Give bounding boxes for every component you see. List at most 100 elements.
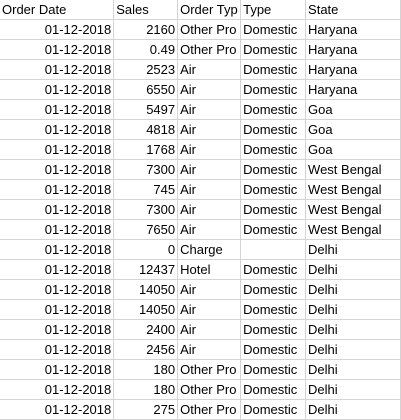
cell-order-date[interactable]: 01-12-2018 [0, 399, 115, 420]
cell-state[interactable]: Haryana [305, 39, 401, 60]
cell-sales[interactable]: 2400 [113, 319, 179, 340]
cell-type[interactable]: Domestic [240, 99, 307, 120]
cell-type[interactable]: Domestic [240, 359, 307, 380]
cell-order-type[interactable]: Other Pro [177, 39, 242, 60]
cell-type[interactable]: Domestic [240, 199, 307, 220]
cell-sales[interactable]: 180 [113, 359, 179, 380]
cell-order-date[interactable]: 01-12-2018 [0, 159, 115, 180]
cell-order-type[interactable]: Air [177, 199, 242, 220]
cell-type[interactable]: Domestic [240, 319, 307, 340]
cell-type[interactable]: Domestic [240, 179, 307, 200]
cell-state[interactable]: West Bengal [305, 159, 401, 180]
cell-sales[interactable]: 7300 [113, 159, 179, 180]
cell-order-type[interactable]: Air [177, 219, 242, 240]
cell-order-type[interactable]: Air [177, 179, 242, 200]
cell-type[interactable] [240, 239, 307, 260]
cell-state[interactable]: Delhi [305, 319, 401, 340]
cell-order-date[interactable]: 01-12-2018 [0, 99, 115, 120]
cell-sales[interactable]: 4818 [113, 119, 179, 140]
cell-state[interactable]: Haryana [305, 19, 401, 40]
cell-sales[interactable]: 2456 [113, 339, 179, 360]
cell-sales[interactable]: 5497 [113, 99, 179, 120]
cell-sales[interactable]: 275 [113, 399, 179, 420]
cell-type[interactable]: Domestic [240, 379, 307, 400]
cell-type[interactable]: Domestic [240, 279, 307, 300]
cell-order-type[interactable]: Other Pro [177, 379, 242, 400]
cell-state[interactable]: Delhi [305, 339, 401, 360]
cell-order-type[interactable]: Air [177, 79, 242, 100]
cell-order-type[interactable]: Hotel [177, 259, 242, 280]
cell-type[interactable]: Domestic [240, 39, 307, 60]
cell-sales[interactable]: 745 [113, 179, 179, 200]
cell-type[interactable]: Domestic [240, 19, 307, 40]
cell-order-type[interactable]: Other Pro [177, 399, 242, 420]
cell-state[interactable]: West Bengal [305, 219, 401, 240]
cell-sales[interactable]: 6550 [113, 79, 179, 100]
cell-state[interactable]: Goa [305, 139, 401, 160]
cell-order-date[interactable]: 01-12-2018 [0, 219, 115, 240]
cell-order-date[interactable]: 01-12-2018 [0, 59, 115, 80]
cell-type[interactable]: Domestic [240, 259, 307, 280]
cell-type[interactable]: Domestic [240, 159, 307, 180]
cell-type[interactable]: Domestic [240, 139, 307, 160]
cell-order-type[interactable]: Air [177, 339, 242, 360]
cell-sales[interactable]: 2523 [113, 59, 179, 80]
cell-order-date[interactable]: 01-12-2018 [0, 39, 115, 60]
cell-state[interactable]: Haryana [305, 59, 401, 80]
cell-order-date[interactable]: 01-12-2018 [0, 299, 115, 320]
cell-order-type[interactable]: Air [177, 59, 242, 80]
cell-order-type[interactable]: Air [177, 119, 242, 140]
header-cell-order-date[interactable]: Order Date [0, 0, 115, 20]
cell-state[interactable]: Goa [305, 119, 401, 140]
cell-order-date[interactable]: 01-12-2018 [0, 259, 115, 280]
cell-order-date[interactable]: 01-12-2018 [0, 339, 115, 360]
header-cell-type[interactable]: Type [240, 0, 307, 20]
cell-state[interactable]: Delhi [305, 239, 401, 260]
cell-state[interactable]: Delhi [305, 399, 401, 420]
cell-order-date[interactable]: 01-12-2018 [0, 319, 115, 340]
header-cell-sales[interactable]: Sales [113, 0, 179, 20]
cell-order-date[interactable]: 01-12-2018 [0, 239, 115, 260]
cell-order-date[interactable]: 01-12-2018 [0, 119, 115, 140]
cell-order-date[interactable]: 01-12-2018 [0, 279, 115, 300]
cell-order-date[interactable]: 01-12-2018 [0, 359, 115, 380]
cell-order-type[interactable]: Air [177, 139, 242, 160]
cell-order-type[interactable]: Air [177, 299, 242, 320]
cell-state[interactable]: Delhi [305, 359, 401, 380]
cell-state[interactable]: Delhi [305, 379, 401, 400]
cell-state[interactable]: Delhi [305, 259, 401, 280]
cell-order-type[interactable]: Air [177, 319, 242, 340]
cell-order-type[interactable]: Other Pro [177, 19, 242, 40]
cell-sales[interactable]: 0 [113, 239, 179, 260]
cell-state[interactable]: West Bengal [305, 199, 401, 220]
cell-sales[interactable]: 14050 [113, 279, 179, 300]
cell-order-type[interactable]: Other Pro [177, 359, 242, 380]
cell-type[interactable]: Domestic [240, 339, 307, 360]
cell-sales[interactable]: 2160 [113, 19, 179, 40]
cell-state[interactable]: West Bengal [305, 179, 401, 200]
cell-order-type[interactable]: Air [177, 279, 242, 300]
cell-type[interactable]: Domestic [240, 219, 307, 240]
cell-sales[interactable]: 1768 [113, 139, 179, 160]
cell-sales[interactable]: 0.49 [113, 39, 179, 60]
cell-state[interactable]: Delhi [305, 279, 401, 300]
cell-type[interactable]: Domestic [240, 59, 307, 80]
header-cell-order-type[interactable]: Order Typ [177, 0, 242, 20]
cell-sales[interactable]: 14050 [113, 299, 179, 320]
cell-type[interactable]: Domestic [240, 119, 307, 140]
cell-order-type[interactable]: Charge [177, 239, 242, 260]
cell-type[interactable]: Domestic [240, 399, 307, 420]
cell-type[interactable]: Domestic [240, 299, 307, 320]
cell-sales[interactable]: 7300 [113, 199, 179, 220]
cell-order-type[interactable]: Air [177, 99, 242, 120]
cell-order-date[interactable]: 01-12-2018 [0, 19, 115, 40]
cell-state[interactable]: Goa [305, 99, 401, 120]
cell-sales[interactable]: 7650 [113, 219, 179, 240]
cell-order-date[interactable]: 01-12-2018 [0, 379, 115, 400]
cell-order-date[interactable]: 01-12-2018 [0, 79, 115, 100]
cell-type[interactable]: Domestic [240, 79, 307, 100]
header-cell-state[interactable]: State [305, 0, 401, 20]
cell-sales[interactable]: 180 [113, 379, 179, 400]
cell-state[interactable]: Delhi [305, 299, 401, 320]
cell-order-type[interactable]: Air [177, 159, 242, 180]
